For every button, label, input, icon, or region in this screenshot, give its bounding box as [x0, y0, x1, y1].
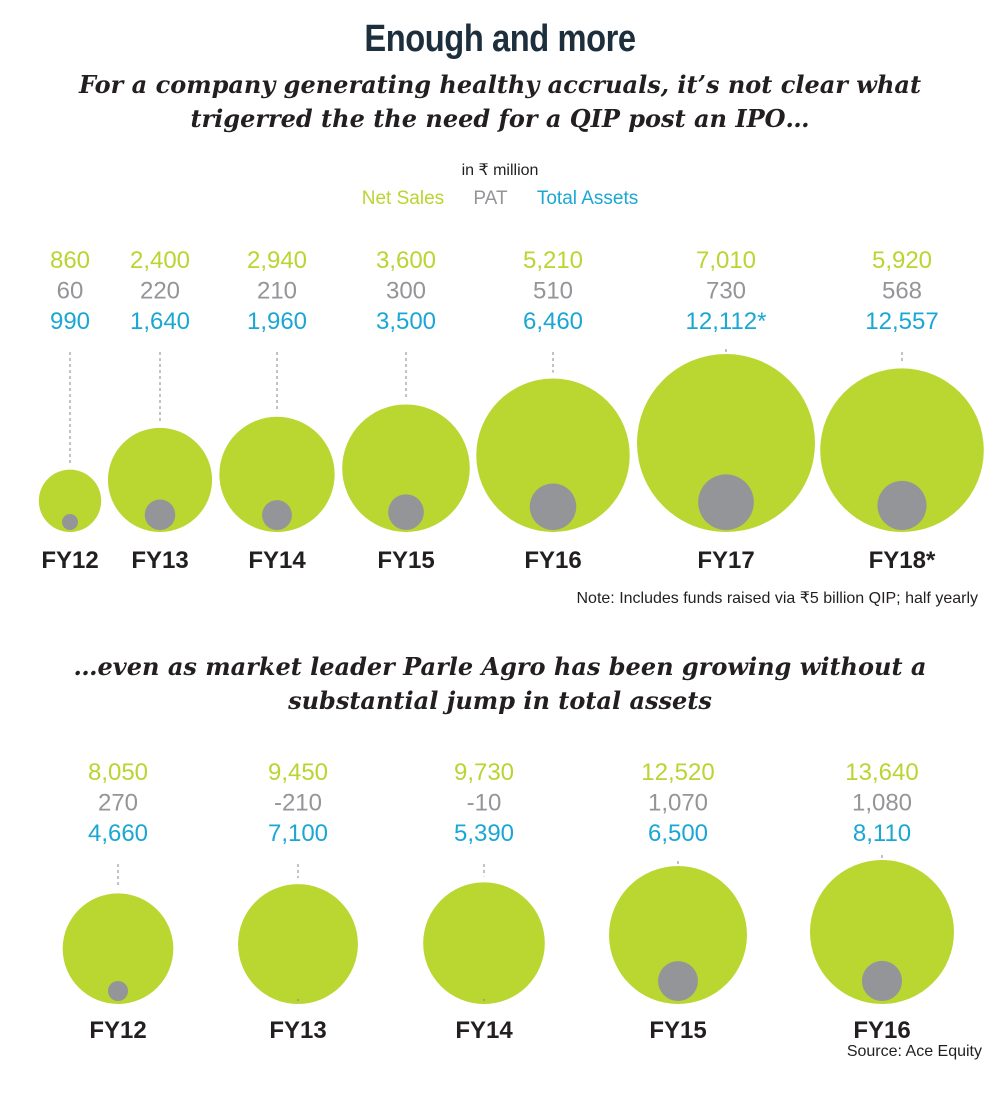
bubble-pat-0-2 [262, 500, 292, 530]
bubble-pat-0-5 [698, 474, 754, 530]
category-label-1-1: FY13 [269, 1017, 326, 1044]
value-pat-1-4: 1,080 [852, 790, 912, 817]
value-pat-1-1: -210 [274, 790, 322, 817]
value-net-sales-0-5: 7,010 [696, 247, 756, 274]
value-net-sales-0-6: 5,920 [872, 247, 932, 274]
source: Source: Ace Equity [846, 1043, 982, 1060]
value-total-assets-0-6: 12,557 [865, 308, 938, 335]
bubble-net-sales-1-4 [810, 860, 954, 1004]
value-net-sales-1-1: 9,450 [268, 759, 328, 786]
value-net-sales-1-2: 9,730 [454, 759, 514, 786]
value-total-assets-1-2: 5,390 [454, 820, 514, 847]
chart-subtitle-top: For a company generating healthy accrual… [78, 70, 922, 133]
bubble-pat-0-6 [877, 480, 927, 530]
bubble-pat-1-4 [861, 960, 903, 1001]
bubble-pat-0-4 [529, 483, 577, 530]
value-total-assets-0-2: 1,960 [247, 308, 307, 335]
bubble-pat-1-3 [658, 961, 698, 1001]
value-pat-1-3: 1,070 [648, 790, 708, 817]
bubble-pat-1-1 [297, 999, 299, 1001]
value-pat-0-4: 510 [533, 278, 573, 305]
value-total-assets-0-0: 990 [50, 308, 90, 335]
bubble-net-sales-1-0 [62, 893, 174, 1004]
bubble-net-sales-1-2 [423, 882, 545, 1005]
category-label-1-0: FY12 [89, 1017, 146, 1044]
category-label-0-5: FY17 [697, 547, 754, 574]
bubble-net-sales-1-3 [609, 866, 747, 1005]
value-total-assets-1-1: 7,100 [268, 820, 328, 847]
value-pat-1-0: 270 [98, 790, 138, 817]
value-net-sales-1-0: 8,050 [88, 759, 148, 786]
bubble-net-sales-0-6 [820, 368, 984, 532]
note: Note: Includes funds raised via ₹5 billi… [576, 590, 979, 607]
bubble-pat-1-2 [483, 999, 485, 1001]
value-net-sales-0-2: 2,940 [247, 247, 307, 274]
value-pat-0-0: 60 [57, 278, 84, 305]
category-label-1-2: FY14 [455, 1017, 513, 1044]
legend: Net Sales PAT Total Assets [0, 188, 1000, 210]
category-label-0-1: FY13 [131, 547, 188, 574]
legend-pat: PAT [473, 188, 508, 209]
value-net-sales-0-1: 2,400 [130, 247, 190, 274]
legend-net-sales: Net Sales [361, 188, 445, 209]
bubble-net-sales-0-4 [476, 378, 630, 532]
bubble-pat-0-3 [388, 494, 424, 530]
units-label: in ₹ million [461, 162, 539, 179]
category-label-0-3: FY15 [377, 547, 434, 574]
value-pat-1-2: -10 [467, 790, 502, 817]
value-pat-0-5: 730 [706, 278, 746, 305]
bubble-pat-0-0 [62, 514, 78, 530]
value-total-assets-1-4: 8,110 [853, 820, 911, 847]
category-label-1-3: FY15 [649, 1017, 706, 1044]
value-total-assets-1-3: 6,500 [648, 820, 708, 847]
value-total-assets-0-5: 12,112* [686, 308, 767, 335]
chart-subtitle-bottom: …even as market leader Parle Agro has be… [73, 652, 927, 715]
value-total-assets-0-1: 1,640 [130, 308, 190, 335]
category-label-0-0: FY12 [41, 547, 98, 574]
value-total-assets-0-3: 3,500 [376, 308, 436, 335]
value-total-assets-0-4: 6,460 [523, 308, 583, 335]
category-label-0-2: FY14 [248, 547, 306, 574]
legend-total-assets: Total Assets [536, 188, 639, 209]
value-net-sales-1-3: 12,520 [641, 759, 714, 786]
bubble-net-sales-0-0 [38, 469, 102, 532]
value-pat-0-1: 220 [140, 278, 180, 305]
bubble-net-sales-0-1 [107, 427, 213, 532]
value-pat-0-6: 568 [882, 278, 922, 305]
category-label-0-4: FY16 [524, 547, 581, 574]
value-pat-0-2: 210 [257, 278, 297, 305]
bubble-net-sales-0-2 [219, 416, 335, 532]
value-net-sales-0-3: 3,600 [376, 247, 436, 274]
bubble-pat-0-1 [144, 499, 176, 530]
value-net-sales-0-0: 860 [50, 247, 90, 274]
bubble-net-sales-0-3 [342, 404, 470, 532]
value-pat-0-3: 300 [386, 278, 426, 305]
category-label-1-4: FY16 [853, 1017, 910, 1044]
value-net-sales-1-4: 13,640 [845, 759, 918, 786]
chart-top-company: 860 60 990 FY12 2,400 220 1,640 FY13 2,940 210 1,9… [38, 247, 984, 574]
value-net-sales-0-4: 5,210 [523, 247, 583, 274]
bubble-net-sales-1-1 [238, 884, 358, 1004]
bubble-net-sales-0-5 [637, 354, 815, 532]
value-total-assets-1-0: 4,660 [88, 820, 148, 847]
chart-title: Enough and more [364, 18, 636, 60]
category-label-0-6: FY18* [869, 547, 936, 574]
bubble-pat-1-0 [107, 980, 129, 1001]
